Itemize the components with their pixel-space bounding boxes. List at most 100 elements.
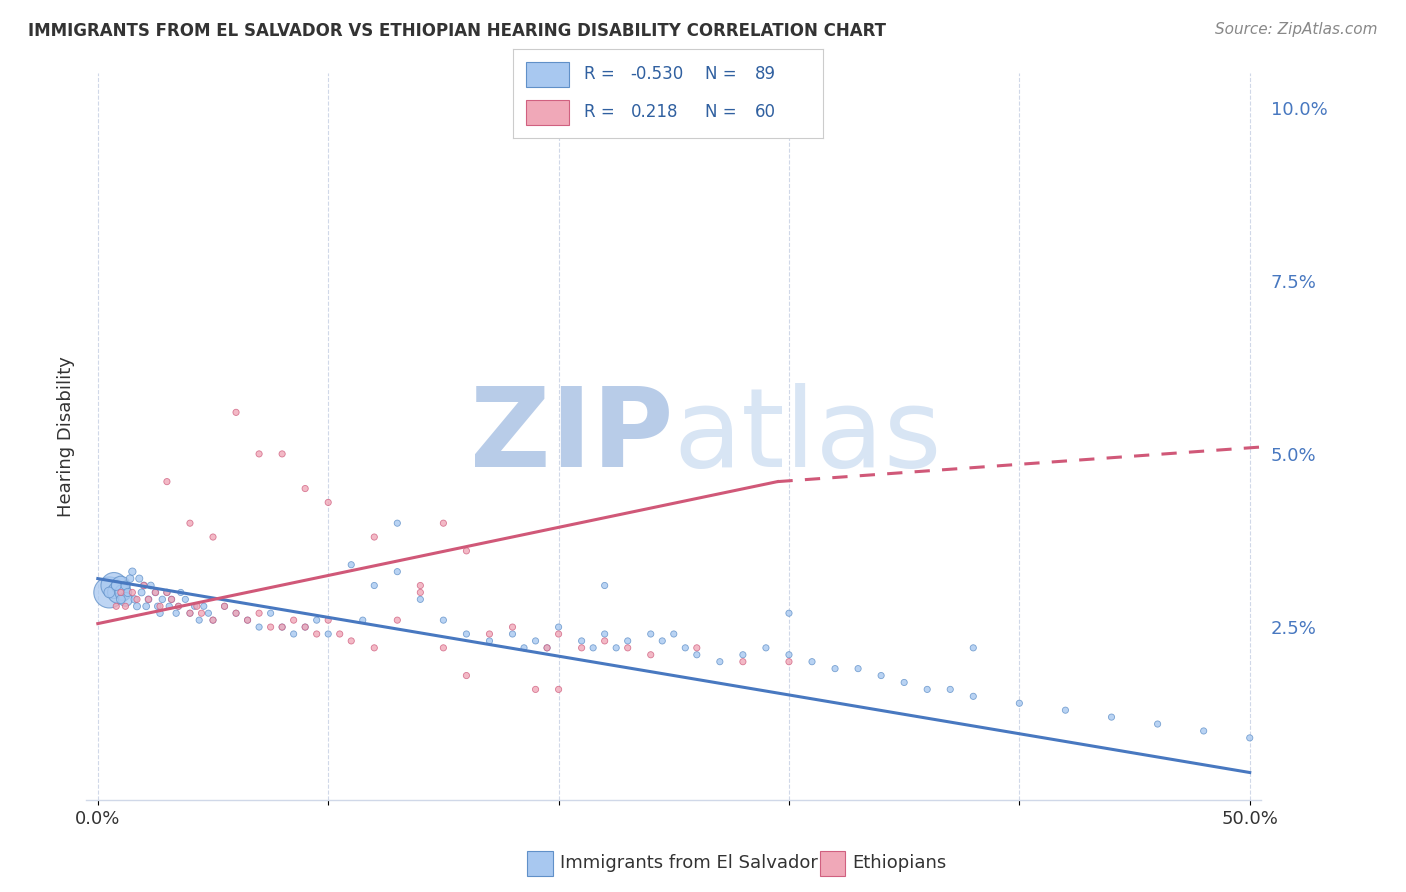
Point: [329, 627, 352, 641]
Point: [571, 640, 593, 655]
FancyBboxPatch shape: [526, 100, 569, 125]
Point: [149, 606, 172, 620]
Point: [305, 613, 328, 627]
Point: [363, 530, 385, 544]
Point: [755, 640, 778, 655]
Text: 0.218: 0.218: [631, 103, 678, 121]
Point: [179, 516, 201, 531]
Point: [247, 606, 270, 620]
Point: [156, 475, 179, 489]
Point: [98, 585, 121, 599]
Point: [801, 655, 824, 669]
Point: [179, 606, 201, 620]
Point: [593, 578, 616, 592]
Point: [870, 668, 893, 682]
Point: [132, 578, 155, 592]
Point: [160, 592, 183, 607]
Point: [271, 447, 294, 461]
Point: [117, 585, 139, 599]
Text: R =: R =: [585, 65, 620, 83]
Point: [478, 627, 501, 641]
Point: [1054, 703, 1077, 717]
Point: [673, 640, 696, 655]
Point: [225, 405, 247, 419]
Point: [409, 585, 432, 599]
Point: [165, 606, 187, 620]
Point: [731, 648, 754, 662]
Point: [125, 599, 148, 614]
Point: [156, 585, 179, 599]
Point: [305, 627, 328, 641]
Point: [110, 578, 132, 592]
Point: [824, 662, 846, 676]
Point: [1008, 696, 1031, 710]
Point: [778, 606, 800, 620]
Point: [409, 578, 432, 592]
Point: [536, 640, 558, 655]
Point: [432, 516, 454, 531]
Point: [547, 627, 569, 641]
Point: [145, 585, 167, 599]
Point: [132, 578, 155, 592]
Point: [502, 627, 524, 641]
Point: [121, 585, 143, 599]
Point: [201, 613, 224, 627]
Point: [121, 565, 143, 579]
Point: [616, 640, 638, 655]
Point: [363, 640, 385, 655]
Point: [107, 585, 129, 599]
Point: [283, 613, 305, 627]
Point: [616, 634, 638, 648]
Point: [138, 592, 160, 607]
Point: [236, 613, 259, 627]
Point: [1146, 717, 1168, 731]
Point: [387, 613, 409, 627]
Point: [316, 613, 339, 627]
Point: [778, 655, 800, 669]
Point: [190, 606, 212, 620]
Text: R =: R =: [585, 103, 620, 121]
Point: [294, 620, 316, 634]
Point: [103, 578, 125, 592]
Point: [316, 627, 339, 641]
FancyBboxPatch shape: [526, 62, 569, 87]
Point: [316, 495, 339, 509]
Point: [1192, 723, 1215, 738]
Point: [1239, 731, 1261, 745]
Point: [962, 690, 984, 704]
Point: [294, 482, 316, 496]
Point: [179, 606, 201, 620]
Point: [105, 599, 128, 614]
Point: [524, 682, 547, 697]
Text: Source: ZipAtlas.com: Source: ZipAtlas.com: [1215, 22, 1378, 37]
Text: Immigrants from El Salvador: Immigrants from El Salvador: [560, 855, 817, 872]
Point: [387, 565, 409, 579]
Point: [114, 578, 136, 592]
Point: [146, 599, 169, 614]
Point: [283, 627, 305, 641]
Text: N =: N =: [704, 103, 742, 121]
Point: [640, 648, 662, 662]
Point: [201, 530, 224, 544]
Text: Ethiopians: Ethiopians: [852, 855, 946, 872]
Point: [662, 627, 685, 641]
Point: [150, 592, 173, 607]
Text: 60: 60: [755, 103, 776, 121]
Point: [432, 640, 454, 655]
Point: [183, 599, 205, 614]
Point: [225, 606, 247, 620]
Point: [962, 640, 984, 655]
Point: [114, 592, 136, 607]
Point: [157, 599, 180, 614]
Point: [201, 613, 224, 627]
Point: [131, 585, 153, 599]
Point: [186, 599, 208, 614]
Point: [259, 620, 281, 634]
Point: [731, 655, 754, 669]
Point: [105, 578, 128, 592]
Point: [114, 599, 136, 614]
Point: [98, 585, 121, 599]
Point: [294, 620, 316, 634]
Point: [352, 613, 374, 627]
Point: [120, 572, 142, 586]
